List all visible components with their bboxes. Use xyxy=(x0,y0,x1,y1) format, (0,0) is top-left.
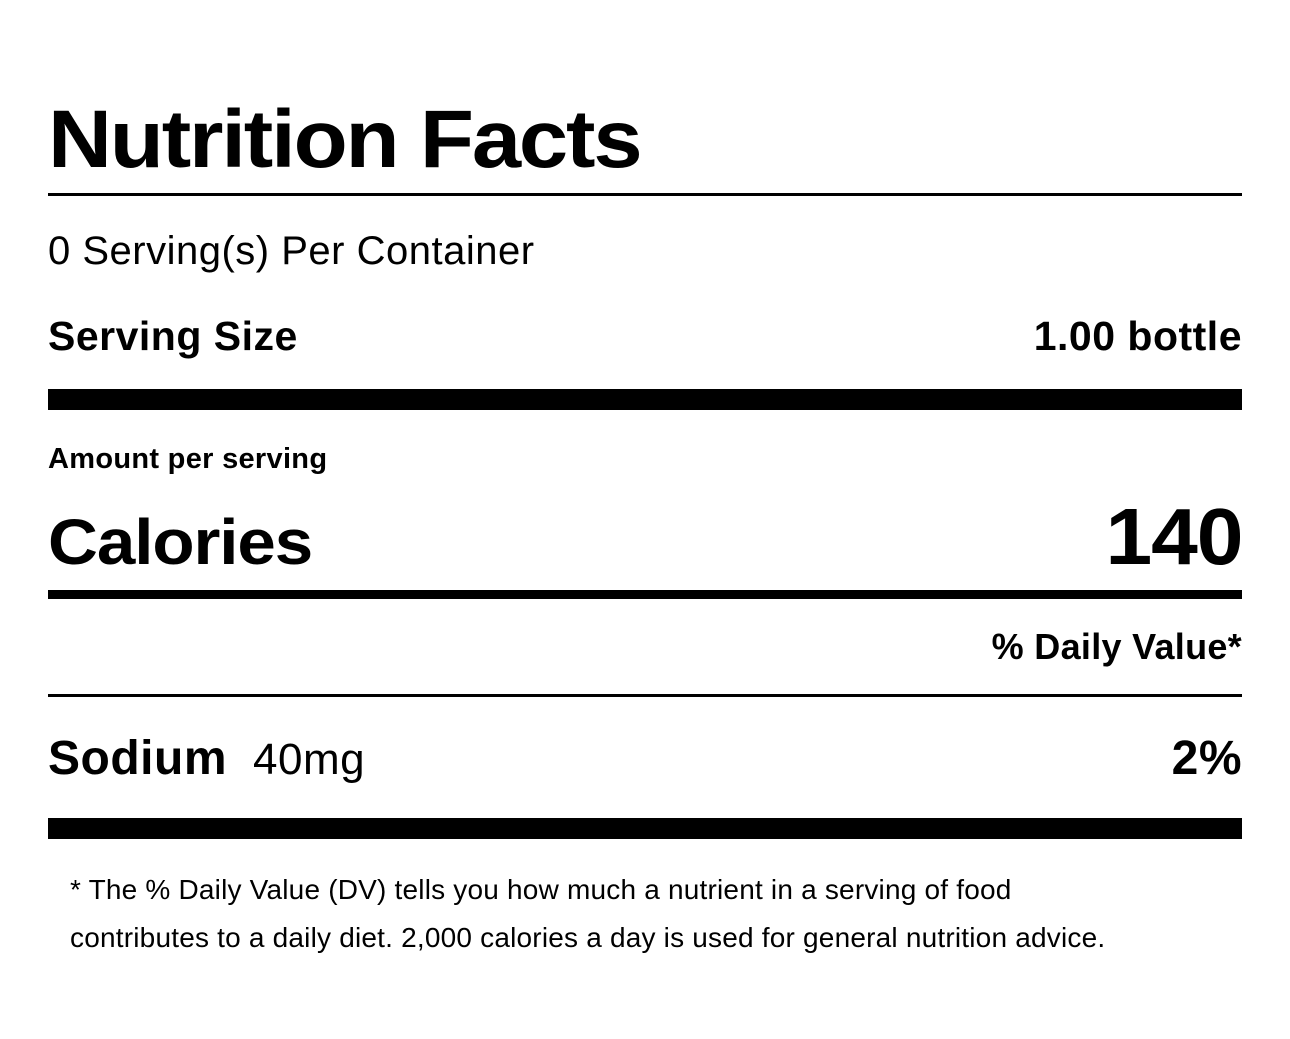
nutrient-name: Sodium xyxy=(48,732,227,785)
daily-value-footnote: * The % Daily Value (DV) tells you how m… xyxy=(70,866,1242,962)
serving-size-label: Serving Size xyxy=(48,313,298,359)
servings-per-container: 0 Serving(s) Per Container xyxy=(48,229,535,273)
serving-size-value: 1.00 bottle xyxy=(1033,313,1242,359)
divider-thin-daily-value xyxy=(48,694,1242,697)
calories-label: Calories xyxy=(48,506,313,578)
nutrient-name-and-amount: Sodium 40mg xyxy=(48,730,365,799)
calories-row: Calories 140 xyxy=(48,492,1243,587)
divider-thick-serving xyxy=(48,389,1242,410)
footnote-line-1: * The % Daily Value (DV) tells you how m… xyxy=(70,874,1012,905)
nutrient-row-sodium: Sodium 40mg 2% xyxy=(48,730,1242,799)
serving-size-row: Serving Size 1.00 bottle xyxy=(48,308,1242,364)
nutrition-facts-label: Nutrition Facts 0 Serving(s) Per Contain… xyxy=(48,0,1243,1039)
divider-thick-bottom xyxy=(48,818,1242,839)
nutrient-daily-value: 2% xyxy=(1171,732,1242,785)
calories-value: 140 xyxy=(1104,492,1243,581)
footnote-line-2: contributes to a daily diet. 2,000 calor… xyxy=(70,922,1106,953)
divider-thin-top xyxy=(48,193,1242,196)
amount-per-serving-label: Amount per serving xyxy=(48,443,328,475)
nutrient-amount: 40mg xyxy=(253,735,366,784)
label-title: Nutrition Facts xyxy=(48,94,643,185)
divider-medium-calories xyxy=(48,590,1242,599)
daily-value-header: % Daily Value* xyxy=(991,626,1242,667)
